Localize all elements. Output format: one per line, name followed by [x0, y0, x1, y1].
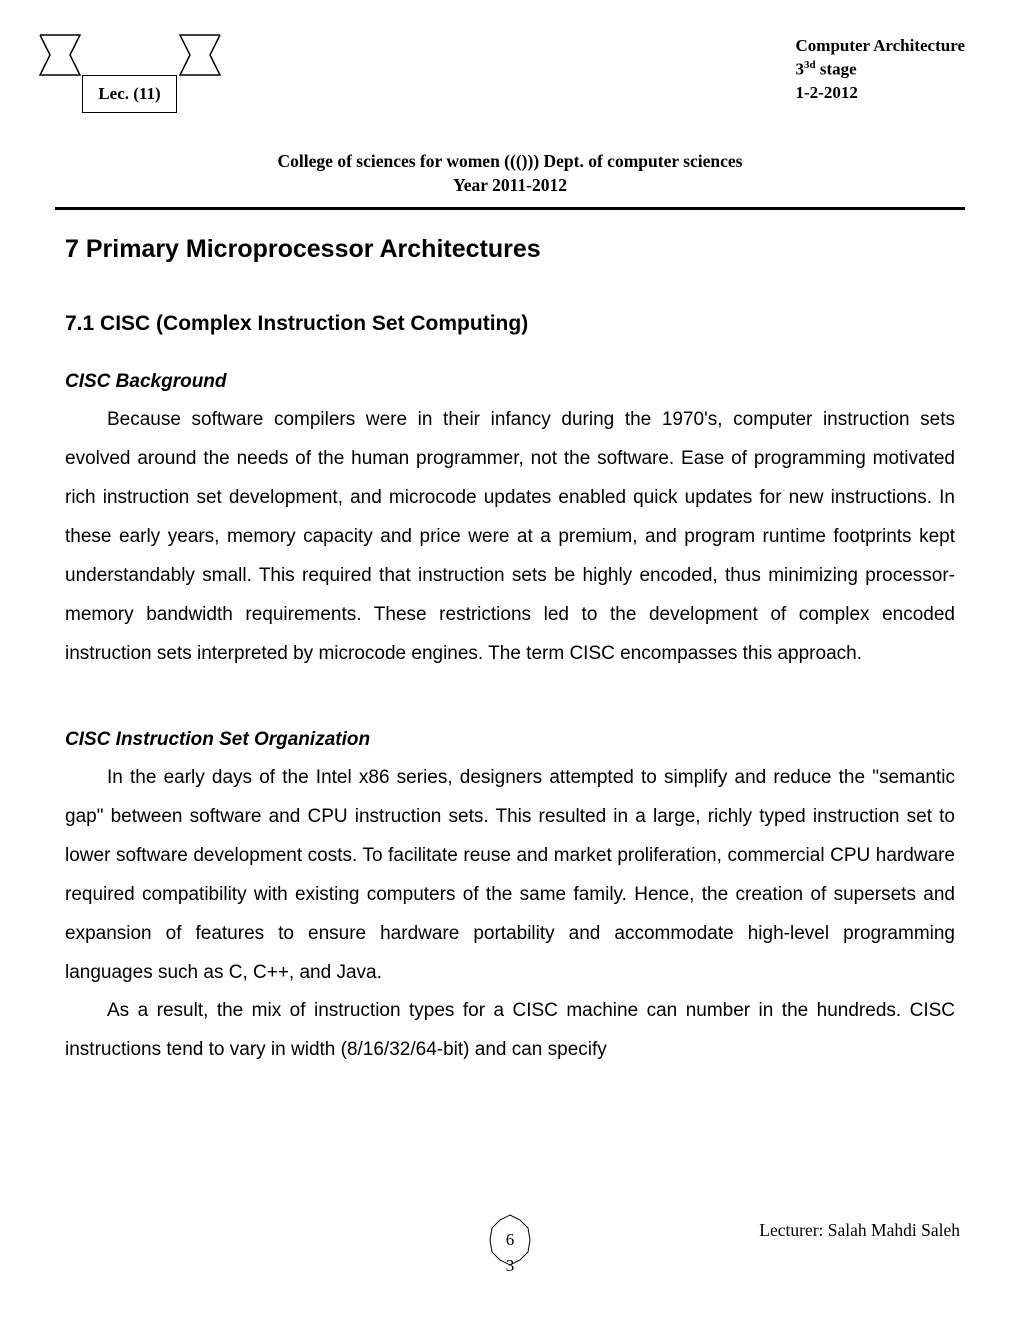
header-region: Lec. (11) Computer Architecture 33d stag…: [55, 20, 965, 150]
section-gap: [65, 674, 955, 729]
page-number-bottom: 3: [506, 1256, 515, 1276]
course-title: Computer Architecture: [796, 35, 966, 58]
stage-line: 33d stage: [796, 58, 966, 82]
footer-region: Lecturer: Salah Mahdi Saleh 6 3: [0, 1200, 1020, 1300]
section-2-body-1: In the early days of the Intel x86 serie…: [65, 759, 955, 993]
college-line-2: Year 2011-2012: [55, 174, 965, 198]
section-1-title: CISC Background: [65, 371, 955, 393]
content-region: 7 Primary Microprocessor Architectures 7…: [55, 235, 965, 1070]
lecture-label: Lec. (11): [98, 84, 160, 104]
lecturer-name: Lecturer: Salah Mahdi Saleh: [759, 1220, 960, 1241]
ribbon-badge: Lec. (11): [30, 25, 230, 115]
header-divider: [55, 207, 965, 210]
main-heading: 7 Primary Microprocessor Architectures: [65, 235, 955, 264]
page-number-top: 6: [506, 1230, 515, 1250]
header-date: 1-2-2012: [796, 82, 966, 105]
section-2-title: CISC Instruction Set Organization: [65, 729, 955, 751]
header-right-block: Computer Architecture 33d stage 1-2-2012: [796, 35, 966, 104]
sub-heading: 7.1 CISC (Complex Instruction Set Comput…: [65, 312, 955, 336]
stage-suffix: stage: [816, 60, 857, 79]
section-1-body: Because software compilers were in their…: [65, 401, 955, 674]
lecture-label-box: Lec. (11): [82, 75, 177, 113]
college-line-1: College of sciences for women ((())) Dep…: [55, 150, 965, 174]
stage-super: 3d: [804, 59, 816, 71]
stage-prefix: 3: [796, 60, 805, 79]
section-2-body-2: As a result, the mix of instruction type…: [65, 992, 955, 1070]
